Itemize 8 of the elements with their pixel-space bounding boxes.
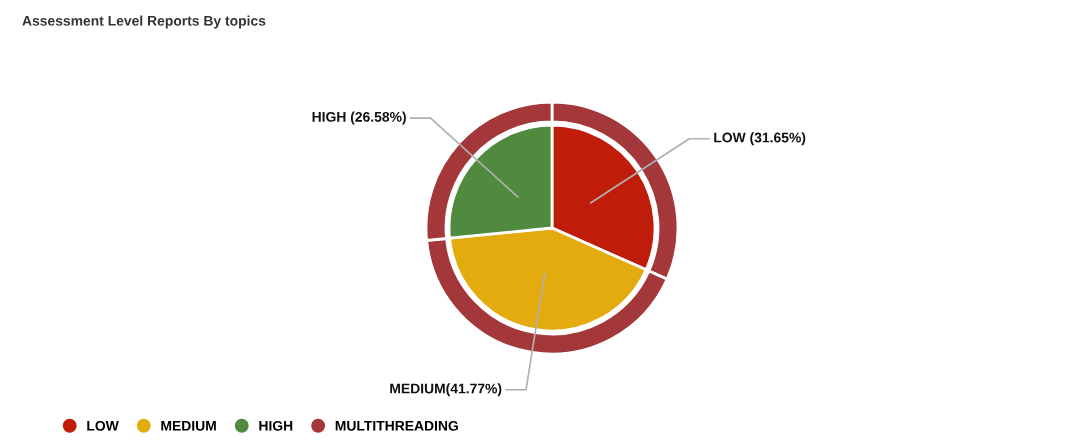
- legend-label: HIGH: [259, 420, 293, 431]
- data-label: MEDIUM(41.77%): [390, 383, 502, 397]
- legend-label: LOW: [87, 420, 119, 431]
- legend-label: MULTITHREADING: [335, 420, 458, 431]
- data-label: HIGH (26.58%): [312, 111, 406, 125]
- chart-title: Assessment Level Reports By topics: [22, 15, 266, 29]
- data-label: LOW (31.65%): [714, 132, 806, 146]
- legend-label: MEDIUM: [161, 421, 216, 431]
